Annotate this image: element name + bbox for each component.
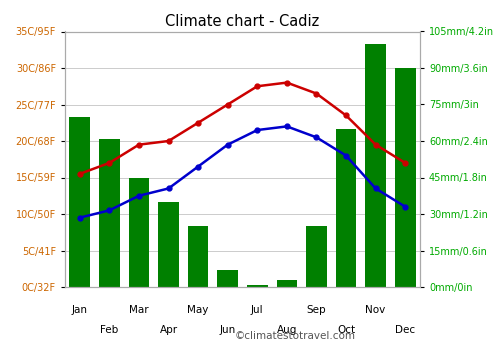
- Text: Mar: Mar: [129, 305, 149, 315]
- Bar: [306, 226, 327, 287]
- Title: Climate chart - Cadiz: Climate chart - Cadiz: [166, 14, 320, 29]
- Bar: [188, 226, 208, 287]
- Text: Sep: Sep: [306, 305, 326, 315]
- Text: Jan: Jan: [72, 305, 88, 315]
- Bar: [99, 139, 119, 287]
- Bar: [158, 202, 179, 287]
- Text: Aug: Aug: [276, 326, 297, 335]
- Text: Oct: Oct: [337, 326, 355, 335]
- Text: May: May: [188, 305, 209, 315]
- Text: Apr: Apr: [160, 326, 178, 335]
- Text: ©climatestotravel.com: ©climatestotravel.com: [235, 331, 356, 341]
- Bar: [366, 44, 386, 287]
- Text: Feb: Feb: [100, 326, 118, 335]
- Bar: [128, 177, 150, 287]
- Text: Nov: Nov: [366, 305, 386, 315]
- Text: Jul: Jul: [251, 305, 264, 315]
- Bar: [247, 285, 268, 287]
- Bar: [276, 280, 297, 287]
- Bar: [218, 270, 238, 287]
- Text: Dec: Dec: [395, 326, 415, 335]
- Bar: [336, 129, 356, 287]
- Text: Jun: Jun: [220, 326, 236, 335]
- Bar: [395, 68, 415, 287]
- Bar: [70, 117, 90, 287]
